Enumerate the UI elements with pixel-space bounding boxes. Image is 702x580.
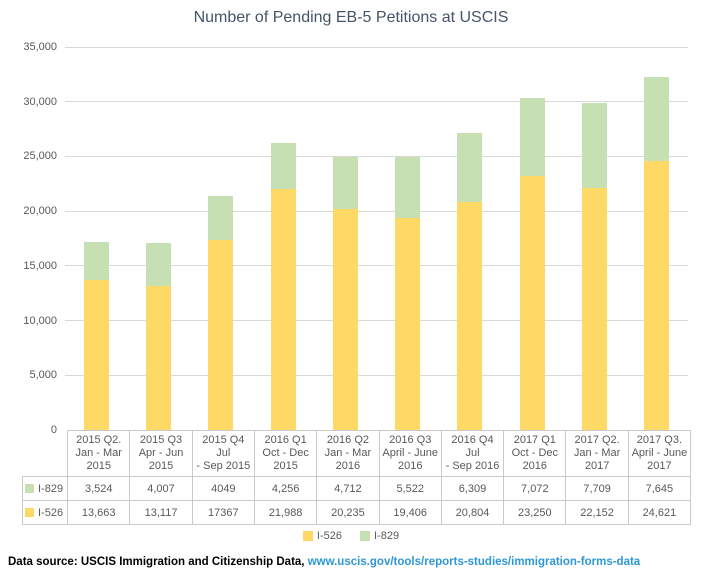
- table-cell: 4049: [191, 476, 255, 501]
- bar-segment-i-526: [582, 187, 608, 430]
- bar-segment-i-526: [644, 160, 670, 430]
- y-axis-tick-label: 25,000: [23, 150, 57, 163]
- y-axis-tick-label: 35,000: [23, 41, 57, 53]
- y-axis-tick-label: 0: [50, 424, 57, 436]
- table-column-header: 2015 Q2. Jan - Mar 2015: [67, 430, 131, 477]
- bar-segment-i-829: [395, 157, 421, 218]
- legend-label: I-829: [374, 530, 400, 542]
- table-cell: 19,406: [378, 500, 442, 525]
- table-row-label: I-526: [21, 500, 69, 525]
- data-source-link[interactable]: www.uscis.gov/tools/reports-studies/immi…: [307, 556, 641, 568]
- bar-segment-i-829: [332, 157, 358, 209]
- bar-segment-i-829: [519, 98, 545, 176]
- bar-segment-i-526: [270, 189, 296, 430]
- legend-label: I-526: [316, 530, 342, 542]
- y-axis-tick-label: 20,000: [23, 205, 57, 218]
- table-cell: 4,712: [316, 476, 380, 501]
- chart-legend: I-526 I-829: [0, 530, 702, 542]
- table-column-header: 2016 Q4 Jul - Sep 2016: [440, 430, 505, 477]
- bar-segment-i-526: [457, 202, 483, 430]
- y-axis-tick-label: 5,000: [29, 369, 57, 382]
- bar-segment-i-829: [644, 76, 670, 161]
- bar-segment-i-829: [457, 133, 483, 203]
- bar-segment-i-829: [582, 103, 608, 188]
- bar-segment-i-526: [332, 208, 358, 430]
- table-cell: 7,072: [503, 476, 567, 501]
- legend-swatch-icon: [302, 531, 313, 541]
- table-cell: 4,256: [253, 476, 318, 501]
- data-source-text: Data source: USCIS Immigration and Citiz…: [8, 556, 308, 568]
- chart-title: Number of Pending EB-5 Petitions at USCI…: [193, 9, 509, 26]
- y-axis-tick-label: 15,000: [23, 259, 57, 272]
- legend-swatch-icon: [360, 531, 370, 541]
- data-source-footer: Data source: USCIS Immigration and Citiz…: [8, 556, 640, 568]
- gridline: [65, 46, 688, 48]
- table-cell: 22,152: [565, 500, 629, 525]
- bar-segment-i-526: [83, 280, 109, 430]
- series-marker-icon: [25, 507, 34, 517]
- gridline: [65, 320, 688, 322]
- bar-segment-i-526: [519, 175, 545, 430]
- table-row-label: I-829: [21, 476, 69, 501]
- table-cell: 4,007: [129, 476, 193, 501]
- table-cell: 6,309: [440, 476, 505, 501]
- table-cell: 17367: [191, 500, 255, 525]
- bar-segment-i-526: [208, 239, 234, 430]
- legend-item: I-526: [302, 530, 342, 542]
- table-corner-cell: [23, 431, 68, 477]
- table-cell: 7,709: [565, 476, 629, 501]
- table-cell: 20,804: [440, 500, 505, 525]
- table-cell: 23,250: [503, 500, 567, 525]
- table-row: I-526 13,663 13,117 17367 21,988 20,235 19,406…: [21, 500, 692, 525]
- gridline: [65, 210, 688, 212]
- chart-data-table: 2015 Q2. Jan - Mar 2015 2015 Q3 Apr - Jun…: [21, 430, 692, 525]
- bar-segment-i-829: [145, 242, 171, 287]
- table-column-header: 2017 Q3. April - June 2017: [627, 430, 692, 477]
- table-column-header: 2017 Q1 Oct - Dec 2016: [503, 430, 567, 477]
- y-axis-tick-label: 30,000: [23, 95, 57, 108]
- table-column-header: 2016 Q2 Jan - Mar 2016: [316, 430, 380, 477]
- legend-item: I-829: [360, 530, 399, 542]
- table-column-header: 2015 Q3 Apr - Jun 2015: [129, 430, 193, 477]
- table-cell: 7,645: [627, 476, 692, 501]
- bar-segment-i-526: [145, 286, 171, 430]
- series-marker-icon: [25, 483, 34, 493]
- table-row: I-829 3,524 4,007 4049 4,256 4,712 5,522 6,309 7…: [21, 476, 692, 501]
- table-cell: 3,524: [67, 476, 131, 501]
- table-column-header: 2015 Q4 Jul - Sep 2015: [191, 430, 255, 477]
- bar-segment-i-829: [208, 195, 234, 240]
- table-column-header: 2016 Q3 April - June 2016: [378, 430, 442, 477]
- table-cell: 20,235: [316, 500, 380, 525]
- table-column-header: 2017 Q2. Jan - Mar 2017: [565, 430, 629, 477]
- table-cell: 24,621: [627, 500, 692, 525]
- table-cell: 5,522: [378, 476, 442, 501]
- table-cell: 13,663: [67, 500, 131, 525]
- table-column-header: 2016 Q1 Oct - Dec 2015: [253, 430, 318, 477]
- gridline: [65, 374, 688, 376]
- gridline: [65, 101, 688, 103]
- gridline: [65, 265, 688, 267]
- bar-segment-i-829: [270, 142, 296, 190]
- bar-segment-i-829: [83, 241, 109, 281]
- bar-segment-i-526: [395, 217, 421, 430]
- table-cell: 21,988: [253, 500, 318, 525]
- y-axis-tick-label: 10,000: [23, 314, 57, 327]
- gridline: [65, 155, 688, 157]
- table-cell: 13,117: [129, 500, 193, 525]
